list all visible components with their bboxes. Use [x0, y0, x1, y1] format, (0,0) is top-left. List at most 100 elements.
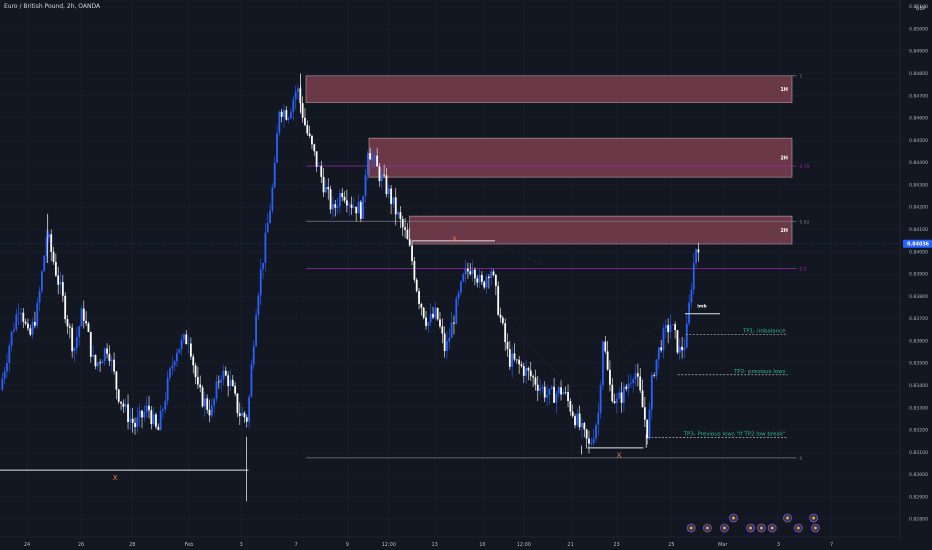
candle-body: [94, 354, 97, 367]
candle-body: [269, 210, 271, 223]
candle-body: [287, 117, 290, 120]
candle-body: [618, 392, 621, 399]
y-tick-label: 0.83800: [909, 294, 928, 300]
candle-body: [313, 144, 316, 152]
supply-zone[interactable]: [409, 215, 793, 245]
candle-body: [574, 416, 576, 426]
candle-body: [508, 349, 511, 367]
y-tick-label: 0.84800: [909, 71, 928, 77]
candle-body: [341, 193, 344, 198]
candle-body: [450, 322, 453, 338]
candle-body: [588, 438, 590, 444]
candle-body: [29, 328, 32, 335]
projection-line: [422, 211, 545, 266]
candle-body: [162, 409, 164, 411]
candle-body: [543, 386, 546, 398]
candle-body: [164, 400, 167, 410]
candle-body: [20, 312, 22, 314]
y-tick-label: 0.84400: [909, 160, 928, 166]
candle-body: [50, 234, 53, 252]
candle-body: [641, 390, 644, 408]
candle-body: [220, 379, 223, 383]
candle-body: [52, 251, 55, 262]
candle-body: [429, 313, 432, 323]
candle-body: [276, 132, 278, 163]
candle-body: [634, 373, 637, 380]
candle-body: [241, 412, 244, 416]
y-tick-label: 0.83700: [909, 316, 928, 322]
candle-body: [397, 212, 399, 215]
candle-body: [259, 269, 262, 296]
x-tick-label: Mar: [718, 542, 728, 548]
candle-body: [334, 204, 337, 208]
candle-body: [392, 197, 395, 205]
candle-body: [576, 413, 579, 426]
candle-body: [390, 188, 393, 205]
candle-body: [157, 426, 160, 431]
candle-body: [567, 392, 569, 402]
candle-body: [643, 407, 646, 420]
candle-body: [173, 361, 176, 366]
candle-body: [446, 341, 448, 352]
candle-body: [329, 189, 332, 210]
candle-body: [43, 255, 46, 272]
candle-body: [210, 405, 213, 416]
candle-body: [285, 110, 288, 120]
event-icon-flag: [786, 516, 789, 520]
candle-body: [676, 330, 679, 353]
candle-body: [294, 91, 297, 100]
candle-body: [669, 324, 672, 333]
candle-body: [664, 325, 667, 329]
candle-body: [183, 334, 185, 340]
candle-body: [8, 345, 11, 363]
supply-zone[interactable]: [368, 137, 793, 178]
candle-body: [217, 381, 220, 383]
last-price-value: 0.84036: [907, 242, 930, 248]
candle-body: [520, 364, 523, 367]
candle-body: [47, 234, 50, 238]
candle-body: [408, 239, 411, 246]
candle-body: [425, 317, 427, 326]
candle-body: [613, 401, 616, 403]
candle-body: [697, 249, 700, 253]
candle-body: [278, 111, 281, 133]
candle-body: [332, 204, 334, 210]
candle-body: [655, 359, 658, 376]
supply-zone[interactable]: [305, 75, 793, 103]
candle-body: [34, 321, 36, 326]
candle-body: [590, 443, 593, 444]
candle-body: [59, 282, 62, 285]
take-profit-label: TP2- previous lows: [733, 369, 786, 375]
candle-body: [406, 229, 409, 240]
candle-body: [399, 212, 402, 219]
last-price-badge[interactable]: [903, 239, 932, 248]
candle-body: [343, 197, 346, 201]
candle-body: [315, 151, 318, 167]
candle-body: [683, 347, 686, 351]
candle-body: [89, 331, 92, 357]
candle-body: [471, 269, 474, 275]
y-tick-label: 0.85100: [909, 4, 928, 10]
candle-body: [171, 365, 174, 369]
candle-body: [469, 271, 472, 275]
y-tick-label: 0.83300: [909, 405, 928, 411]
candle-body: [515, 359, 518, 361]
candle-body: [685, 323, 688, 348]
candle-body: [215, 381, 218, 399]
y-tick-label: 0.85000: [909, 26, 928, 32]
candle-body: [657, 347, 660, 360]
fib-level-label: 0: [800, 456, 803, 462]
candle-body: [290, 111, 292, 118]
candle-body: [187, 343, 190, 345]
candle-body: [627, 383, 630, 389]
x-tick-label: 12:00: [382, 542, 396, 548]
projection-line: [589, 305, 689, 375]
candle-body: [176, 352, 178, 362]
candle-body: [525, 368, 528, 376]
x-marker: X: [452, 235, 457, 243]
y-tick-label: 0.84200: [909, 205, 928, 211]
candle-body: [371, 156, 374, 160]
candle-body: [620, 392, 623, 403]
candle-body: [511, 353, 514, 367]
